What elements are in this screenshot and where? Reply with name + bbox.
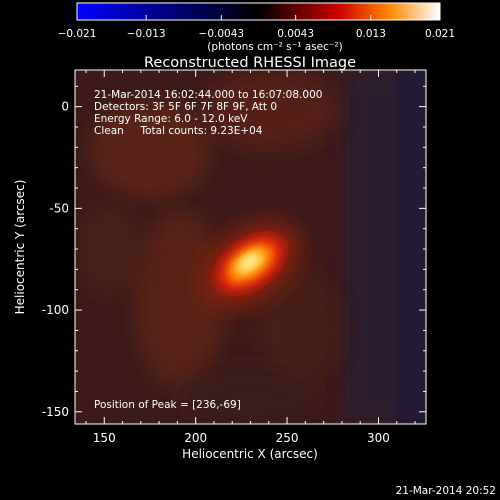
- colorbar: −0.021 −0.013 −0.0043 0.0043 0.013 0.021 (pho…: [58, 2, 455, 53]
- colorbar-units-label: (photons cm⁻² s⁻¹ asec⁻²): [207, 41, 342, 53]
- colorbar-tick-label: −0.0043: [199, 28, 245, 40]
- colorbar-gradient: [76, 2, 441, 21]
- x-tick-label: 200: [184, 431, 207, 445]
- peak-position-label: Position of Peak = [236,-69]: [94, 399, 241, 411]
- y-tick-label: -150: [42, 405, 69, 419]
- annotation-block: 21-Mar-2014 16:02:44.000 to 16:07:08.000…: [94, 89, 322, 137]
- x-tick-label: 150: [93, 431, 116, 445]
- colorbar-tick-label: 0.021: [425, 28, 455, 40]
- annotation-detectors: Detectors: 3F 5F 6F 7F 8F 9F, Att 0: [94, 101, 277, 113]
- x-tick-label: 300: [367, 431, 390, 445]
- y-axis-label: Heliocentric Y (arcsec): [13, 180, 27, 315]
- chart-title: Reconstructed RHESSI Image: [144, 55, 356, 71]
- y-tick-label: -100: [42, 303, 69, 317]
- flare-source: [197, 219, 303, 311]
- colorbar-tick-label: −0.013: [127, 28, 166, 40]
- annotation-clean-counts: Clean Total counts: 9.23E+04: [94, 125, 263, 137]
- footer-timestamp: 21-Mar-2014 20:52: [396, 485, 496, 497]
- heatmap-image: [75, 70, 426, 424]
- colorbar-tick-label: −0.021: [58, 28, 97, 40]
- x-tick-label: 250: [276, 431, 299, 445]
- y-tick-label: -50: [49, 201, 69, 215]
- annotation-time-range: 21-Mar-2014 16:02:44.000 to 16:07:08.000: [94, 89, 322, 101]
- annotation-energy-range: Energy Range: 6.0 - 12.0 keV: [94, 113, 248, 125]
- colorbar-tick-label: 0.0043: [277, 28, 314, 40]
- colorbar-ticks: −0.021 −0.013 −0.0043 0.0043 0.013 0.021: [58, 15, 455, 40]
- colorbar-tick-label: 0.013: [356, 28, 386, 40]
- axis-ticks: 150 200 250 300 0 -50 -100 -150: [42, 70, 426, 445]
- y-tick-label: 0: [61, 100, 69, 114]
- x-axis-label: Heliocentric X (arcsec): [182, 447, 318, 461]
